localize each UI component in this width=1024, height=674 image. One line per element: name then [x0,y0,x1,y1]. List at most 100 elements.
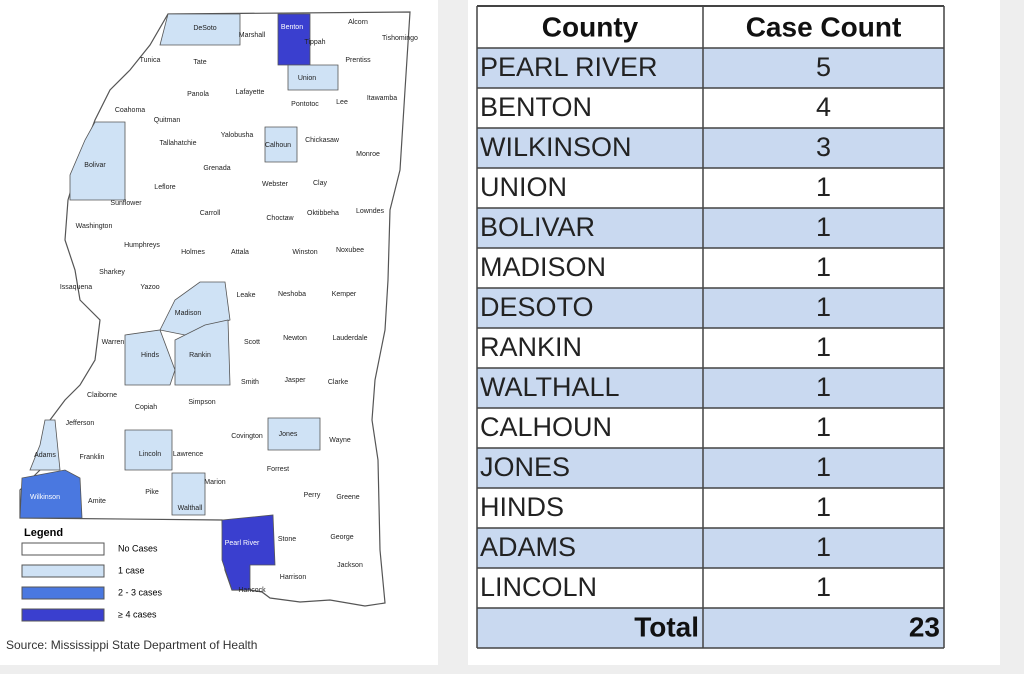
county-shape [287,64,339,91]
county-label: Tunica [140,57,161,64]
county-label: Tate [193,59,206,66]
header-cell: County [542,11,639,42]
county-label: Simpson [188,399,215,406]
table-row [477,368,944,408]
header-cell: Case Count [746,11,902,42]
county-label: Jasper [284,377,306,384]
table-row [477,88,944,128]
county-label: Oktibbeha [307,210,339,217]
county-shape [159,13,241,46]
county-label: Smith [241,379,259,386]
county-label: Lauderdale [332,335,367,342]
county-cell: PEARL RIVER [480,52,658,82]
county-label: Humphreys [124,242,160,249]
county-label: Franklin [80,454,105,461]
county-label: Attala [231,249,249,256]
table-row [477,288,944,328]
legend-label: 1 case [118,565,145,575]
county-label: Webster [262,181,289,188]
county-label: Quitman [154,117,181,124]
county-label: Calhoun [265,142,291,149]
county-cell: HINDS [480,492,564,522]
county-label: Walthall [178,505,203,512]
county-label: Winston [292,249,317,256]
county-label: Warren [102,339,125,346]
county-label: Lincoln [139,451,161,458]
county-label: Amite [88,498,106,505]
county-label: Perry [304,492,321,499]
county-label: Lowndes [356,208,385,215]
legend-title: Legend [24,527,63,539]
county-label: Lawrence [173,451,203,458]
county-label: Leflore [154,184,176,191]
table-row [477,528,944,568]
county-label: Wilkinson [30,494,60,501]
county-label: Lee [336,99,348,106]
county-label: Pearl River [225,540,260,547]
table-row [477,408,944,448]
county-cell: CALHOUN [480,412,612,442]
county-label: Clarke [328,379,348,386]
count-cell: 1 [816,452,831,482]
county-label: Sunflower [110,200,142,207]
legend-label: 2 - 3 cases [118,587,163,597]
county-label: Madison [175,310,202,317]
county-label: Bolivar [84,162,106,169]
county-label: Choctaw [266,215,294,222]
count-cell: 1 [816,572,831,602]
county-cell: BOLIVAR [480,212,595,242]
table-row [477,168,944,208]
legend-swatch [21,608,105,622]
table-row [477,208,944,248]
county-cell: UNION [480,172,567,202]
county-label: Washington [76,223,113,230]
count-cell: 1 [816,252,831,282]
table-row [477,568,944,608]
county-shape [267,417,321,451]
legend-label: ≥ 4 cases [118,609,157,619]
count-cell: 1 [816,332,831,362]
county-label: Copiah [135,404,157,411]
table-row [477,448,944,488]
count-cell: 1 [816,532,831,562]
legend-swatch [21,564,105,578]
county-shape [19,469,83,519]
total-label: Total [634,611,699,642]
county-shape [124,329,176,386]
county-label: Benton [281,24,303,31]
county-label: Sharkey [99,269,125,276]
county-label: Forrest [267,466,289,473]
county-label: George [330,534,353,541]
county-label: Tallahatchie [160,140,197,147]
county-label: Pontotoc [291,101,319,108]
county-label: Alcorn [348,19,368,26]
county-cell: ADAMS [480,532,576,562]
county-label: Kemper [332,291,357,298]
county-cell: DESOTO [480,292,594,322]
county-label: Grenada [203,165,230,172]
table-row [477,488,944,528]
county-label: Itawamba [367,95,397,102]
table-row [477,328,944,368]
county-label: Neshoba [278,291,306,298]
county-label: Yazoo [140,284,159,291]
county-label: DeSoto [193,25,216,32]
county-label: Marion [204,479,226,486]
county-cell: BENTON [480,92,592,122]
county-cell: RANKIN [480,332,582,362]
county-label: Jackson [337,562,363,569]
county-label: Lafayette [236,89,265,96]
county-shape [174,319,231,386]
county-cell: LINCOLN [480,572,597,602]
county-label: Hinds [141,352,159,359]
count-cell: 3 [816,132,831,162]
county-cell: WALTHALL [480,372,620,402]
count-cell: 1 [816,372,831,402]
county-cell: WILKINSON [480,132,632,162]
county-shape [29,419,61,471]
county-label: Adams [34,452,56,459]
county-label: Jones [279,431,298,438]
county-shape [171,472,206,516]
county-label: Newton [283,335,307,342]
header-row [477,6,944,48]
